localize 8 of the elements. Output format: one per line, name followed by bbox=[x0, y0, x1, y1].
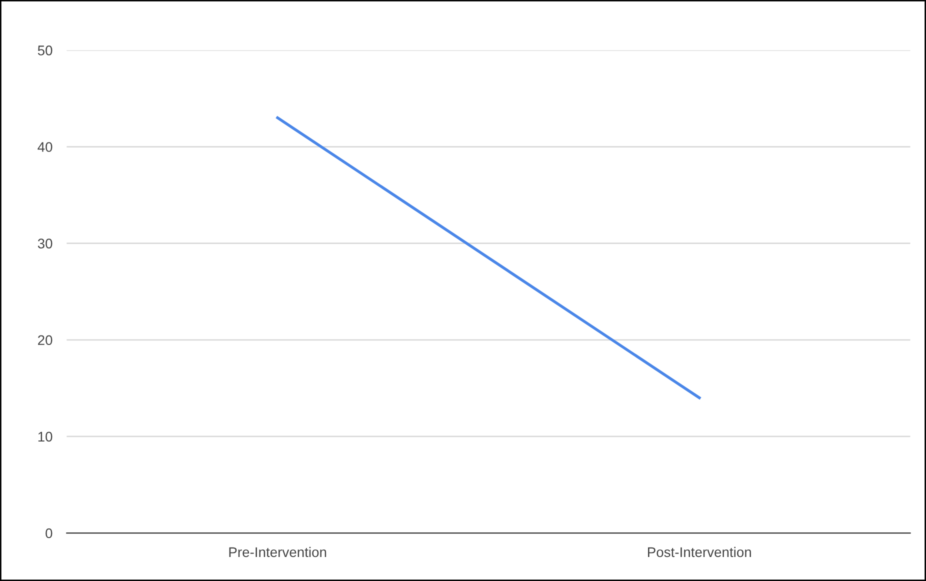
y-tick-label: 0 bbox=[46, 528, 52, 538]
y-tick-label: 20 bbox=[38, 335, 52, 346]
y-tick-label: 40 bbox=[38, 142, 52, 152]
y-tick-label: 10 bbox=[38, 432, 52, 442]
y-tick-label: 50 bbox=[38, 46, 52, 56]
y-tick-label: 30 bbox=[38, 238, 52, 248]
x-tick-label: Post-Intervention bbox=[648, 546, 751, 558]
x-tick-label: Pre-Intervention bbox=[229, 546, 326, 558]
